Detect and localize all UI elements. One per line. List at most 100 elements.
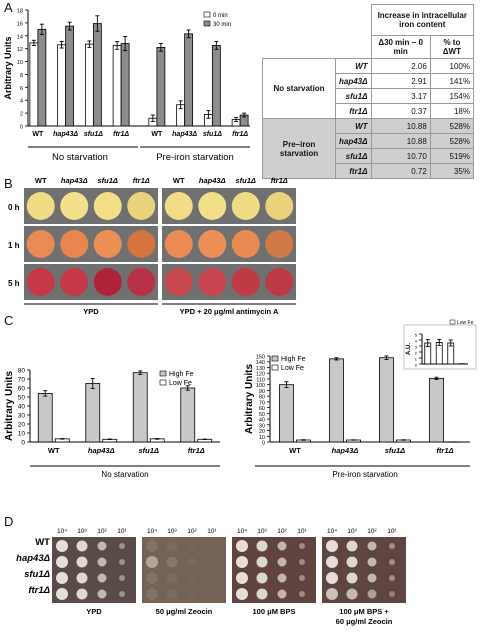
yeast-spot: [209, 575, 215, 581]
yeast-spot: [56, 588, 68, 600]
table-cell-delta: 10.88: [370, 118, 431, 134]
x-tick-label: sfu1Δ: [203, 131, 222, 138]
table-cell-delta: 10.88: [370, 133, 431, 149]
yeast-spot: [166, 572, 178, 584]
bar: [37, 392, 53, 443]
bar: [211, 45, 221, 127]
y-tick-label: 1: [415, 357, 418, 362]
y-tick-label: 150: [256, 355, 265, 361]
yeast-spot: [146, 556, 158, 568]
x-tick-label: WT: [151, 131, 163, 138]
colony-spot: [231, 230, 260, 258]
yeast-spot: [119, 559, 125, 565]
y-tick-label: 50: [18, 395, 26, 402]
plate-column-header: sfu1Δ: [236, 176, 256, 185]
strain-label: sfu1Δ: [24, 569, 50, 580]
dilution-label: 10⁴: [327, 528, 337, 535]
yeast-spot: [326, 556, 338, 568]
y-tick-label: 18: [17, 9, 23, 15]
y-tick-label: 120: [256, 372, 265, 378]
table-cell-strain: hap43Δ: [335, 133, 372, 149]
yeast-spot: [76, 540, 88, 552]
colony-spot: [60, 230, 89, 258]
y-axis-label: A.U.: [406, 343, 412, 355]
legend-label-0min: 0 min: [213, 13, 228, 19]
x-tick-label: hap43Δ: [88, 446, 115, 455]
yeast-spot: [97, 557, 107, 567]
bar: [85, 383, 101, 443]
panel-b-letter: B: [4, 176, 13, 191]
yeast-spot: [166, 556, 178, 568]
y-tick-label: 130: [256, 366, 265, 372]
colony-spot: [231, 268, 260, 296]
plate-column-header: hap43Δ: [199, 176, 226, 185]
y-tick-label: 6: [20, 86, 23, 92]
table-header-main: Increase in intracellular iron content: [370, 4, 474, 36]
y-tick-label: 20: [18, 422, 26, 429]
y-tick-label: 90: [259, 389, 265, 395]
y-tick-label: 2: [20, 112, 23, 118]
colony-spot: [198, 268, 227, 296]
bar: [57, 44, 67, 127]
dilution-label: 10³: [347, 528, 357, 535]
yeast-spot: [277, 541, 287, 551]
y-tick-label: 80: [259, 395, 265, 401]
yeast-spot: [209, 591, 215, 597]
yeast-spot: [277, 573, 287, 583]
colony-spot: [26, 230, 55, 258]
yeast-spot: [326, 540, 338, 552]
y-tick-label: 40: [259, 418, 265, 424]
yeast-spot: [188, 590, 197, 599]
plate-row-label: 0 h: [8, 203, 20, 212]
y-tick-label: 70: [259, 400, 265, 406]
dilution-label: 10²: [367, 528, 377, 535]
table-row: No starvation WT 2.06 100%: [262, 58, 475, 119]
strain-label: hap43Δ: [16, 553, 50, 564]
yeast-spot: [326, 572, 338, 584]
colony-spot: [127, 268, 156, 296]
yeast-spot: [209, 543, 215, 549]
y-tick-label: 16: [17, 21, 23, 27]
yeast-spot: [236, 572, 248, 584]
table-group-label: No starvation: [262, 58, 336, 119]
yeast-spot: [367, 557, 377, 567]
bar: [184, 33, 194, 127]
yeast-spot: [97, 589, 107, 599]
dilution-label: 10²: [187, 528, 197, 535]
yeast-spot: [209, 559, 215, 565]
colony-spot: [127, 230, 156, 258]
colony-spot: [265, 230, 294, 258]
yeast-spot: [188, 574, 197, 583]
x-tick-label: sfu1Δ: [139, 446, 159, 455]
yeast-spot: [187, 557, 197, 567]
panel-c-letter: C: [4, 313, 14, 328]
group-label-no-starvation: No starvation: [52, 152, 108, 163]
legend-label-lowfe: Low Fe: [169, 380, 192, 387]
y-tick-label: 0: [262, 441, 265, 447]
colony-spot: [164, 268, 193, 296]
y-tick-label: 5: [415, 333, 418, 338]
yeast-spot: [146, 540, 158, 552]
plate-condition-label: YPD: [86, 607, 102, 616]
colony-spot: [93, 230, 122, 258]
table-header-delta: Δ30 min − 0 min: [370, 35, 431, 59]
x-tick-label: sfu1Δ: [84, 131, 103, 138]
table-group-label: Pre–iron starvation: [262, 118, 336, 179]
legend-swatch-lowfe: [159, 379, 167, 386]
yeast-spot: [166, 540, 178, 552]
x-tick-label: hap43Δ: [53, 131, 78, 138]
y-tick-label: 10: [18, 431, 26, 438]
plate-column-header: ftr1Δ: [271, 176, 288, 185]
yeast-spot: [346, 540, 358, 552]
y-tick-label: 100: [256, 383, 265, 389]
bar: [279, 384, 294, 443]
colony-spot: [127, 192, 156, 220]
x-tick-label: WT: [289, 446, 301, 455]
table-cell-delta: 10.70: [370, 148, 431, 164]
dilution-label: 10⁴: [147, 528, 157, 535]
yeast-spot: [146, 588, 158, 600]
colony-spot: [198, 230, 227, 258]
y-tick-label: 40: [18, 404, 26, 411]
bar: [112, 45, 122, 127]
yeast-spot: [56, 540, 68, 552]
